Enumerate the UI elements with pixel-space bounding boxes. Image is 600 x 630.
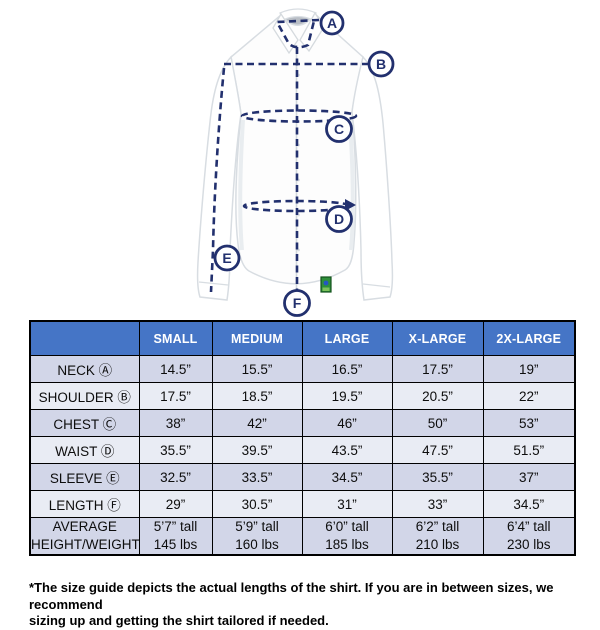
- shirt-size-diagram: A B C D E F: [196, 8, 395, 317]
- badge-a-letter: A: [327, 15, 337, 31]
- cell-value: 31”: [301, 490, 393, 518]
- measurement-badges: A B C D E F: [213, 10, 395, 317]
- table-row-height-weight: AVERAGE HEIGHT/WEIGHT 5’7” tall 145 lbs …: [29, 517, 576, 556]
- row-label-length: LENGTH Ⓕ: [29, 490, 140, 518]
- col-header-large: LARGE: [301, 320, 393, 356]
- cell-value: 5’7” tall 145 lbs: [138, 517, 213, 556]
- badge-a: A: [319, 10, 345, 36]
- footnote-line2: sizing up and getting the shirt tailored…: [29, 613, 329, 628]
- size-chart-table: SMALL MEDIUM LARGE X-LARGE 2X-LARGE NECK…: [29, 320, 576, 556]
- cell-value: 14.5”: [138, 355, 213, 383]
- cell-value: 17.5”: [138, 382, 213, 410]
- badge-f-letter: F: [293, 295, 302, 311]
- summary-label-line1: AVERAGE: [52, 519, 117, 534]
- table-row-waist: WAIST Ⓓ 35.5” 39.5” 43.5” 47.5” 51.5”: [29, 436, 576, 464]
- badge-d-letter: D: [334, 211, 344, 227]
- row-label-sleeve: SLEEVE Ⓔ: [29, 463, 140, 491]
- sleeve-measure-line: [209, 67, 226, 293]
- footnote-line1: *The size guide depicts the actual lengt…: [29, 580, 554, 612]
- cell-value: 18.5”: [211, 382, 303, 410]
- cell-value: 6’4” tall 230 lbs: [482, 517, 576, 556]
- col-header-small: SMALL: [138, 320, 213, 356]
- cell-value: 35.5”: [391, 463, 484, 491]
- cell-value: 33”: [391, 490, 484, 518]
- table-row-chest: CHEST Ⓒ 38” 42” 46” 50” 53”: [29, 409, 576, 437]
- badge-e-letter: E: [222, 250, 231, 266]
- row-label-neck: NECK Ⓐ: [29, 355, 140, 383]
- table-row-shoulder: SHOULDER Ⓑ 17.5” 18.5” 19.5” 20.5” 22”: [29, 382, 576, 410]
- header-row: SMALL MEDIUM LARGE X-LARGE 2X-LARGE: [29, 320, 576, 356]
- cell-value: 5’9” tall 160 lbs: [211, 517, 303, 556]
- row-label-waist: WAIST Ⓓ: [29, 436, 140, 464]
- badge-b: B: [367, 50, 395, 78]
- cell-value: 6’0” tall 185 lbs: [301, 517, 393, 556]
- corner-cell: [29, 320, 140, 356]
- cell-value: 39.5”: [211, 436, 303, 464]
- cell-value: 19”: [482, 355, 576, 383]
- badge-b-letter: B: [376, 56, 386, 72]
- cell-value: 6’2” tall 210 lbs: [391, 517, 484, 556]
- cell-value: 43.5”: [301, 436, 393, 464]
- cell-value: 29”: [138, 490, 213, 518]
- table-row-sleeve: SLEEVE Ⓔ 32.5” 33.5” 34.5” 35.5” 37”: [29, 463, 576, 491]
- col-header-medium: MEDIUM: [211, 320, 303, 356]
- cell-value: 30.5”: [211, 490, 303, 518]
- col-header-xlarge: X-LARGE: [391, 320, 484, 356]
- cell-value: 37”: [482, 463, 576, 491]
- cell-value: 51.5”: [482, 436, 576, 464]
- waist-arrowhead: [345, 199, 356, 211]
- badge-c-letter: C: [334, 121, 344, 137]
- summary-label-line2: HEIGHT/WEIGHT: [31, 537, 139, 552]
- cell-value: 35.5”: [138, 436, 213, 464]
- cell-value: 19.5”: [301, 382, 393, 410]
- cell-value: 46”: [301, 409, 393, 437]
- cell-value: 38”: [138, 409, 213, 437]
- cell-value: 34.5”: [482, 490, 576, 518]
- badge-c: C: [325, 115, 353, 143]
- cell-value: 32.5”: [138, 463, 213, 491]
- cell-value: 20.5”: [391, 382, 484, 410]
- chest-measure-line: [240, 109, 358, 123]
- row-label-chest: CHEST Ⓒ: [29, 409, 140, 437]
- cell-value: 33.5”: [211, 463, 303, 491]
- cell-value: 47.5”: [391, 436, 484, 464]
- cell-value: 17.5”: [391, 355, 484, 383]
- row-label-height-weight: AVERAGE HEIGHT/WEIGHT: [29, 517, 140, 556]
- hem-tag: [320, 276, 332, 293]
- badge-f: F: [283, 289, 311, 317]
- badge-d: D: [325, 205, 353, 233]
- cell-value: 34.5”: [301, 463, 393, 491]
- badge-e: E: [213, 244, 241, 272]
- cell-value: 53”: [482, 409, 576, 437]
- cell-value: 15.5”: [211, 355, 303, 383]
- row-label-shoulder: SHOULDER Ⓑ: [29, 382, 140, 410]
- cell-value: 22”: [482, 382, 576, 410]
- size-guide-footnote: *The size guide depicts the actual lengt…: [29, 580, 577, 630]
- col-header-2xlarge: 2X-LARGE: [482, 320, 576, 356]
- cell-value: 16.5”: [301, 355, 393, 383]
- cell-value: 50”: [391, 409, 484, 437]
- cell-value: 42”: [211, 409, 303, 437]
- table-row-neck: NECK Ⓐ 14.5” 15.5” 16.5” 17.5” 19”: [29, 355, 576, 383]
- table-row-length: LENGTH Ⓕ 29” 30.5” 31” 33” 34.5”: [29, 490, 576, 518]
